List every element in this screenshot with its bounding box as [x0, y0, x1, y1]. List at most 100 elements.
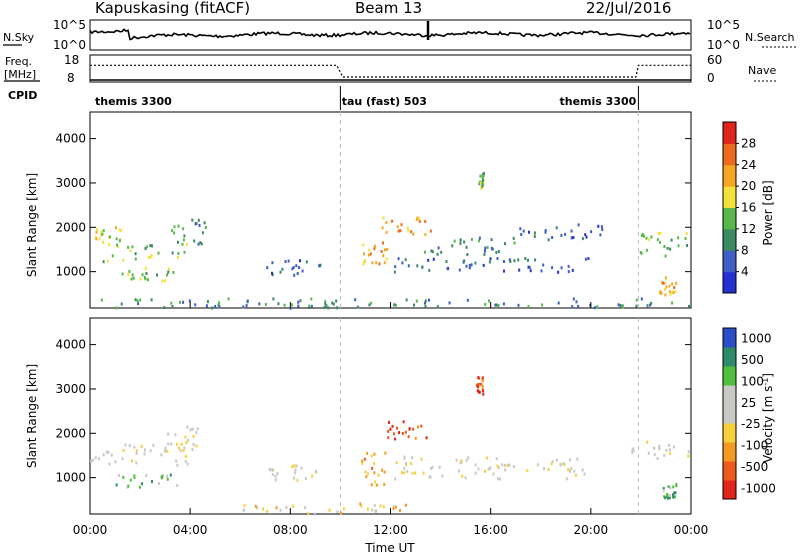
velocity-cell: [482, 392, 485, 396]
velocity-cell: [129, 478, 132, 482]
xtick-3: 12:00: [373, 523, 408, 537]
power-cell: [412, 232, 415, 236]
velocity-cell: [373, 452, 376, 456]
velocity-colorbar-label-base: Velocity [m s: [761, 386, 775, 463]
power-cell: [167, 270, 170, 274]
velocity-region-6: [475, 376, 485, 396]
velocity-cell: [581, 468, 584, 472]
velocity-cell: [478, 383, 481, 387]
power-cell: [564, 232, 567, 236]
velocity-cell: [183, 446, 186, 450]
velocity-cell: [474, 471, 477, 475]
power-cell: [161, 279, 164, 283]
power-cb-tick-6: 28: [741, 136, 756, 150]
power-cell: [571, 305, 574, 309]
cpid-modes: themis 3300 tau (fast) 503 themis 3300: [95, 86, 639, 110]
power-colorbar-swatch-3: [723, 207, 736, 230]
power-cell: [599, 233, 602, 237]
power-cell: [183, 234, 186, 238]
power-cell: [488, 299, 490, 303]
velocity-colorbar-label-end: ]: [761, 373, 775, 378]
power-cell: [584, 257, 587, 261]
power-cell: [335, 306, 338, 310]
power-cell: [129, 249, 132, 253]
power-ytick-1: 2000: [55, 220, 86, 234]
power-cell: [670, 238, 673, 242]
power-cell: [299, 299, 302, 303]
velocity-cell: [398, 431, 400, 435]
velocity-cell: [166, 449, 169, 453]
power-cell: [332, 302, 335, 306]
power-ytick-3: 4000: [55, 132, 86, 146]
velocity-cell: [178, 446, 180, 450]
velocity-cell: [121, 457, 124, 461]
power-cell: [533, 234, 536, 238]
velocity-cb-tick-6: -500: [741, 460, 768, 474]
power-cell: [325, 304, 328, 308]
power-cell: [120, 229, 122, 233]
velocity-cell: [242, 508, 245, 512]
velocity-cell: [477, 383, 480, 386]
velocity-cell: [562, 462, 565, 466]
velocity-cell: [383, 482, 386, 486]
power-cell: [600, 225, 603, 229]
power-cell: [305, 260, 308, 264]
velocity-cell: [141, 482, 144, 486]
velocity-cell: [176, 484, 179, 487]
power-cell: [513, 259, 516, 263]
velocity-cell: [122, 449, 125, 452]
velocity-cell: [135, 461, 138, 465]
velocity-cell: [394, 437, 397, 441]
power-cell: [668, 290, 671, 294]
velocity-cell: [673, 491, 676, 495]
velocity-cell: [157, 482, 160, 485]
power-cell: [572, 236, 575, 240]
power-cell: [418, 220, 421, 223]
velocity-cell: [467, 456, 470, 460]
velocity-cell: [275, 506, 278, 510]
power-cell: [177, 224, 180, 228]
power-cell: [200, 242, 203, 246]
velocity-cell: [294, 468, 297, 472]
velocity-cell: [304, 506, 307, 510]
power-cell: [131, 245, 134, 249]
power-cell: [640, 251, 643, 255]
velocity-cell: [381, 468, 383, 472]
power-cell: [451, 244, 454, 248]
power-cell: [394, 303, 397, 307]
power-cell: [416, 264, 419, 268]
power-cell: [665, 285, 668, 289]
power-cell: [585, 235, 588, 239]
velocity-cell: [292, 476, 295, 480]
power-cell: [645, 236, 648, 240]
power-cell: [96, 227, 99, 231]
power-cell: [102, 240, 105, 244]
velocity-cell: [631, 451, 634, 454]
velocity-scatter: [90, 318, 690, 516]
velocity-cell: [363, 457, 366, 461]
power-cell: [527, 265, 530, 269]
power-cell: [534, 258, 537, 262]
power-cell: [356, 305, 359, 309]
velocity-cb-tick-7: -1000: [741, 481, 776, 495]
xtick-4: 16:00: [473, 523, 508, 537]
power-cell: [323, 306, 326, 309]
power-cell: [673, 286, 676, 289]
velocity-colorbar-swatch-4: [723, 404, 736, 424]
power-cell: [488, 260, 491, 264]
power-cell: [533, 231, 536, 235]
power-region-13: [100, 297, 690, 310]
power-cell: [318, 264, 321, 268]
velocity-cell: [383, 470, 386, 474]
velocity-cell: [404, 503, 407, 507]
velocity-cell: [292, 504, 295, 508]
power-colorbar: 4 8 12 16 20 24 28: [722, 121, 756, 294]
velocity-cell: [361, 461, 364, 465]
power-cell: [206, 300, 209, 304]
power-cb-tick-0: 4: [741, 265, 749, 279]
power-cell: [494, 303, 497, 307]
velocity-cell: [414, 436, 417, 440]
velocity-cell: [672, 485, 675, 489]
velocity-cell: [569, 458, 572, 462]
power-cell: [646, 304, 649, 308]
